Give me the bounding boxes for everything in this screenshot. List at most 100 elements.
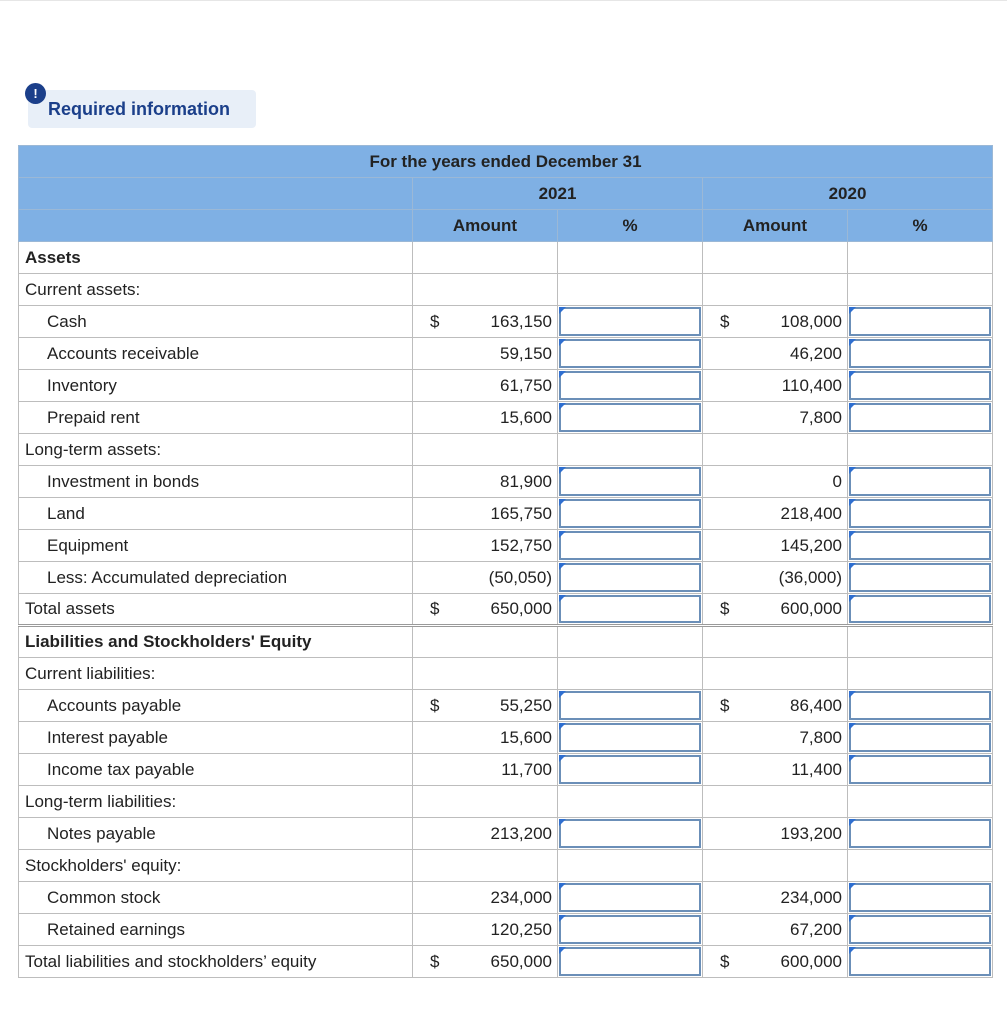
- percent-input[interactable]: [849, 755, 991, 784]
- amount: 61,750: [413, 376, 557, 396]
- amount-value: 110,400: [781, 375, 842, 395]
- row: Land 165,750 218,400: [18, 497, 993, 530]
- currency: $: [720, 311, 730, 331]
- percent-cell: [847, 753, 993, 786]
- row: Total assets $650,000 $600,000: [18, 593, 993, 627]
- percent-cell: [557, 753, 703, 786]
- amount-value: 7,800: [799, 727, 842, 747]
- row-label: Total liabilities and stockholders’ equi…: [18, 945, 413, 978]
- percent-input[interactable]: [559, 563, 701, 592]
- percent-input[interactable]: [559, 723, 701, 752]
- percent-input[interactable]: [559, 307, 701, 336]
- percent-cell: [557, 241, 703, 274]
- percent-cell: [557, 433, 703, 466]
- amount-value: 650,000: [490, 951, 552, 971]
- amount-cell: [702, 273, 848, 306]
- percent-input[interactable]: [849, 947, 991, 976]
- percent-input[interactable]: [849, 403, 991, 432]
- amount: $650,000: [413, 599, 557, 619]
- amount-value: 193,200: [780, 823, 842, 843]
- percent-cell: [847, 337, 993, 370]
- input-marker: [559, 531, 566, 538]
- row: Notes payable 213,200 193,200: [18, 817, 993, 850]
- percent-cell: [847, 273, 993, 306]
- percent-cell: [847, 657, 993, 690]
- input-marker: [849, 595, 856, 602]
- amount-cell: 120,250: [412, 913, 558, 946]
- percent-cell: [847, 817, 993, 850]
- amount: $86,400: [703, 696, 847, 716]
- amount-value: 165,750: [490, 503, 552, 523]
- row: Inventory 61,750 110,400: [18, 369, 993, 402]
- amount-cell: 15,600: [412, 721, 558, 754]
- percent-input[interactable]: [849, 595, 991, 623]
- percent-input[interactable]: [559, 467, 701, 496]
- amount: 218,400: [703, 504, 847, 524]
- amount-cell: 7,800: [702, 721, 848, 754]
- amount-cell: $600,000: [702, 593, 848, 627]
- percent-input[interactable]: [559, 883, 701, 912]
- percent-input[interactable]: [559, 691, 701, 720]
- percent-input[interactable]: [849, 563, 991, 592]
- amount-value: 234,000: [780, 887, 842, 907]
- percent-cell: [847, 369, 993, 402]
- amount-value: 120,250: [490, 919, 552, 939]
- row-label: Equipment: [18, 529, 413, 562]
- amount: (36,000): [703, 568, 847, 588]
- percent-input[interactable]: [849, 467, 991, 496]
- amount: 7,800: [703, 728, 847, 748]
- percent-cell: [557, 817, 703, 850]
- percent-cell: [557, 625, 703, 658]
- percent-cell: [557, 689, 703, 722]
- input-marker: [559, 755, 566, 762]
- amount: 67,200: [703, 920, 847, 940]
- percent-input[interactable]: [849, 819, 991, 848]
- percent-input[interactable]: [559, 531, 701, 560]
- amount: 213,200: [413, 824, 557, 844]
- amount: 0: [703, 472, 847, 492]
- percent-input[interactable]: [559, 915, 701, 944]
- percent-input[interactable]: [849, 499, 991, 528]
- amount-value: 108,000: [780, 311, 842, 331]
- currency: $: [430, 311, 440, 331]
- percent-cell: [847, 465, 993, 498]
- percent-cell: [847, 785, 993, 818]
- amount-value: 46,200: [790, 343, 842, 363]
- percent-input[interactable]: [559, 947, 701, 976]
- percent-input[interactable]: [849, 883, 991, 912]
- percent-input[interactable]: [559, 755, 701, 784]
- amount: 145,200: [703, 536, 847, 556]
- amount: 234,000: [413, 888, 557, 908]
- percent-input[interactable]: [559, 499, 701, 528]
- percent-cell: [557, 721, 703, 754]
- amount-cell: 234,000: [412, 881, 558, 914]
- percent-input[interactable]: [849, 307, 991, 336]
- row: Investment in bonds 81,900 0: [18, 465, 993, 498]
- percent-input[interactable]: [849, 371, 991, 400]
- percent-input[interactable]: [559, 403, 701, 432]
- percent-input[interactable]: [849, 691, 991, 720]
- amount-cell: $163,150: [412, 305, 558, 338]
- info-title: Required information: [28, 90, 256, 128]
- percent-input[interactable]: [849, 531, 991, 560]
- percent-input[interactable]: [849, 339, 991, 368]
- year: 2020: [702, 177, 993, 210]
- row: Common stock 234,000 234,000: [18, 881, 993, 914]
- row: Long-term assets:: [18, 433, 993, 466]
- row: Cash $163,150 $108,000: [18, 305, 993, 338]
- amount: 59,150: [413, 344, 557, 364]
- amount-cell: 59,150: [412, 337, 558, 370]
- row: Interest payable 15,600 7,800: [18, 721, 993, 754]
- percent-input[interactable]: [559, 595, 701, 623]
- percent-input[interactable]: [559, 339, 701, 368]
- percent-input[interactable]: [849, 723, 991, 752]
- row-label: Long-term assets:: [18, 433, 413, 466]
- input-marker: [849, 691, 856, 698]
- percent-cell: [847, 689, 993, 722]
- row: Long-term liabilities:: [18, 785, 993, 818]
- percent-input[interactable]: [849, 915, 991, 944]
- amount: 15,600: [413, 728, 557, 748]
- amount-cell: $86,400: [702, 689, 848, 722]
- percent-input[interactable]: [559, 371, 701, 400]
- percent-input[interactable]: [559, 819, 701, 848]
